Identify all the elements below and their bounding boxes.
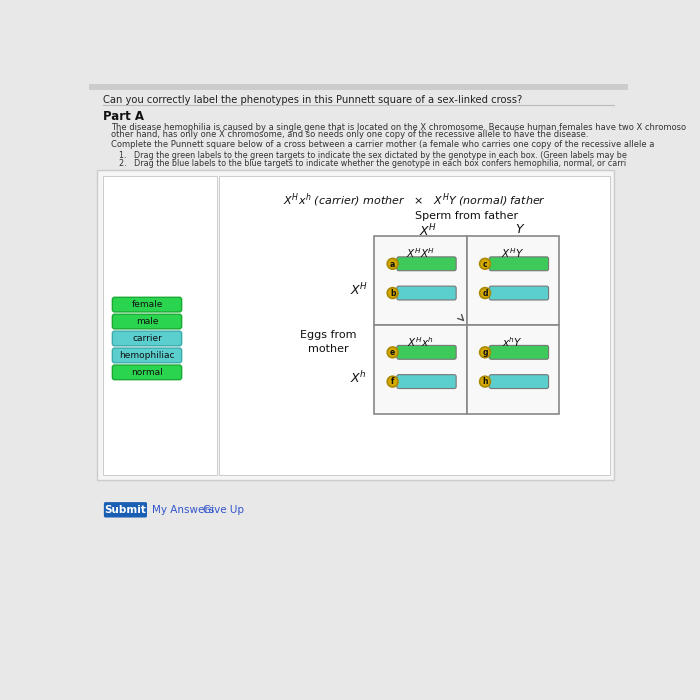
Circle shape (480, 288, 491, 298)
FancyBboxPatch shape (489, 286, 549, 300)
Text: Eggs from
mother: Eggs from mother (300, 330, 356, 354)
Text: $X^HX^H$: $X^HX^H$ (406, 246, 435, 260)
Text: f: f (391, 377, 394, 386)
FancyBboxPatch shape (489, 257, 549, 271)
Circle shape (480, 347, 491, 358)
Text: Complete the Punnett square below of a cross between a carrier mother (a female : Complete the Punnett square below of a c… (111, 140, 654, 149)
Text: normal: normal (131, 368, 163, 377)
Text: b: b (390, 289, 395, 298)
FancyBboxPatch shape (112, 314, 182, 329)
Text: $X^HY$: $X^HY$ (501, 246, 524, 260)
FancyBboxPatch shape (489, 374, 549, 388)
Text: e: e (390, 348, 395, 357)
FancyBboxPatch shape (112, 331, 182, 346)
Bar (466, 237, 559, 325)
FancyBboxPatch shape (112, 348, 182, 363)
Text: Sperm from father: Sperm from father (415, 211, 518, 221)
Bar (218, 176, 610, 475)
FancyBboxPatch shape (397, 374, 456, 388)
Text: g: g (482, 348, 488, 357)
Text: hemophiliac: hemophiliac (119, 351, 175, 360)
Text: $X^Hx^h$: $X^Hx^h$ (407, 335, 434, 349)
Circle shape (387, 347, 398, 358)
Text: female: female (132, 300, 162, 309)
Text: 2.   Drag the blue labels to the blue targets to indicate whether the genotype i: 2. Drag the blue labels to the blue targ… (118, 159, 626, 168)
FancyBboxPatch shape (112, 365, 182, 379)
Circle shape (480, 376, 491, 387)
Bar (90, 84, 629, 90)
Text: male: male (136, 317, 158, 326)
Circle shape (480, 258, 491, 270)
Text: $X^H$: $X^H$ (419, 223, 438, 239)
Text: $X^h$: $X^h$ (350, 370, 368, 386)
Text: $X^Hx^h$ (carrier) mother   $\times$   $X^HY$ (normal) father: $X^Hx^h$ (carrier) mother $\times$ $X^HY… (283, 192, 546, 209)
FancyBboxPatch shape (112, 298, 182, 312)
Bar (374, 237, 467, 325)
Text: Give Up: Give Up (203, 505, 244, 514)
FancyBboxPatch shape (397, 345, 456, 359)
Text: carrier: carrier (132, 334, 162, 343)
Text: a: a (390, 260, 395, 269)
Text: My Answers: My Answers (153, 505, 215, 514)
FancyBboxPatch shape (104, 502, 147, 517)
Text: $Y$: $Y$ (515, 223, 526, 236)
Text: The disease hemophilia is caused by a single gene that is located on the X chrom: The disease hemophilia is caused by a si… (111, 122, 686, 132)
Text: 1.   Drag the green labels to the green targets to indicate the sex dictated by : 1. Drag the green labels to the green ta… (118, 151, 626, 160)
Bar (97, 170, 615, 480)
Text: Part A: Part A (103, 110, 144, 123)
Text: Can you correctly label the phenotypes in this Punnett square of a sex-linked cr: Can you correctly label the phenotypes i… (103, 94, 522, 105)
FancyBboxPatch shape (489, 345, 549, 359)
Circle shape (387, 376, 398, 387)
Text: d: d (482, 289, 488, 298)
Bar (103, 176, 217, 475)
FancyBboxPatch shape (397, 257, 456, 271)
Text: h: h (482, 377, 488, 386)
Bar (466, 325, 559, 414)
FancyBboxPatch shape (397, 286, 456, 300)
Circle shape (387, 258, 398, 270)
Text: c: c (483, 260, 487, 269)
Bar (374, 325, 467, 414)
Circle shape (387, 288, 398, 298)
Text: Submit: Submit (104, 505, 146, 514)
Text: other hand, has only one X chromosome, and so needs only one copy of the recessi: other hand, has only one X chromosome, a… (111, 130, 588, 139)
Text: $x^hY$: $x^hY$ (503, 335, 523, 349)
Text: $X^H$: $X^H$ (349, 282, 368, 299)
